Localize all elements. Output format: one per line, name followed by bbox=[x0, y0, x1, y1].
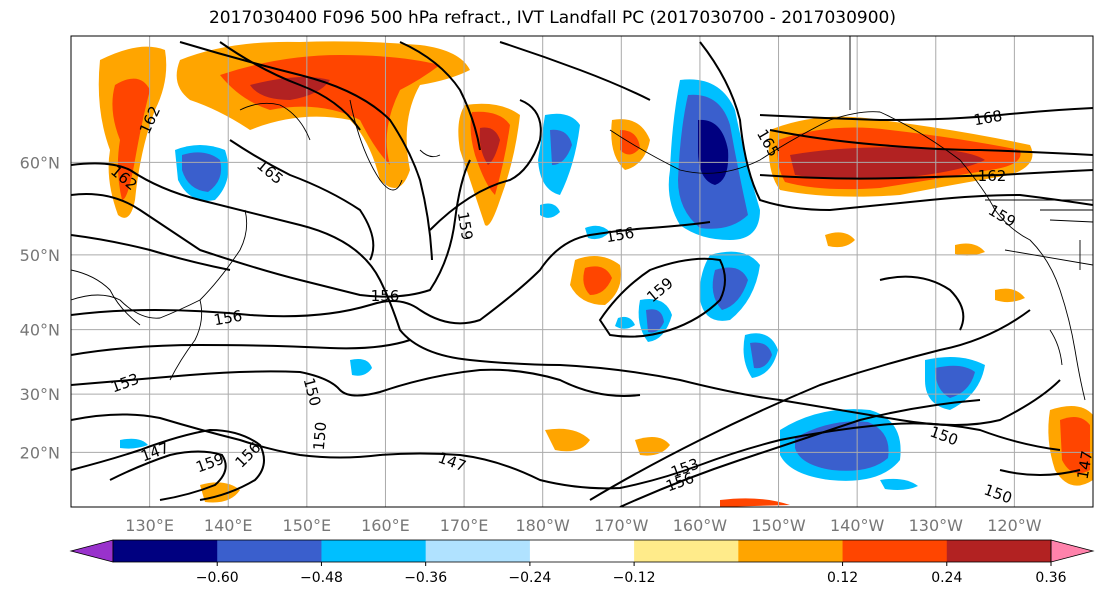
longitude-label: 130°E bbox=[125, 516, 174, 535]
contour-label: 156 bbox=[212, 307, 243, 330]
contour-label: 150 bbox=[310, 421, 330, 451]
latitude-label: 40°N bbox=[20, 321, 60, 340]
longitude-label: 130°W bbox=[909, 516, 964, 535]
colorbar-segment bbox=[842, 540, 948, 562]
longitude-label: 160°W bbox=[673, 516, 728, 535]
colorbar-segment bbox=[738, 540, 844, 562]
longitude-label: 120°W bbox=[987, 516, 1042, 535]
longitude-label: 150°W bbox=[751, 516, 806, 535]
longitude-label: 140°E bbox=[204, 516, 253, 535]
contour-label: 162 bbox=[978, 167, 1007, 185]
colorbar-tick-label: −0.48 bbox=[300, 570, 343, 586]
colorbar-segment bbox=[321, 540, 427, 562]
latitude-label: 20°N bbox=[20, 443, 60, 462]
colorbar-tick-label: 0.36 bbox=[1035, 570, 1066, 586]
longitude-label: 150°E bbox=[283, 516, 332, 535]
colorbar-segment bbox=[946, 540, 1052, 562]
positive-anomaly-shading bbox=[98, 41, 1093, 507]
latitude-label: 30°N bbox=[20, 385, 60, 404]
longitude-label: 160°E bbox=[361, 516, 410, 535]
height-contours bbox=[71, 41, 1093, 507]
colorbar-tick-label: −0.36 bbox=[404, 570, 447, 586]
colorbar-tick-label: −0.24 bbox=[508, 570, 551, 586]
colorbar-segment bbox=[634, 540, 739, 562]
longitude-label: 170°W bbox=[594, 516, 649, 535]
latitude-label: 50°N bbox=[20, 246, 60, 265]
colorbar-tick-label: 0.12 bbox=[827, 570, 858, 586]
colorbar-tick-label: −0.12 bbox=[613, 570, 656, 586]
latitude-axis-labels: 60°N 50°N 40°N 30°N 20°N bbox=[20, 153, 60, 462]
colorbar-tick-label: −0.60 bbox=[196, 570, 239, 586]
latitude-label: 60°N bbox=[20, 153, 60, 172]
coastlines bbox=[71, 36, 1093, 401]
longitude-label: 180°W bbox=[516, 516, 571, 535]
colorbar-tick-labels: −0.60−0.48−0.36−0.24−0.120.120.240.360.4… bbox=[196, 562, 1067, 586]
contour-label: 168 bbox=[972, 107, 1003, 130]
contour-label: 147 bbox=[1074, 449, 1097, 480]
contour-label: 156 bbox=[371, 287, 400, 305]
lat-lon-grid bbox=[71, 36, 1093, 507]
colorbar bbox=[69, 539, 1095, 563]
colorbar-max-extension bbox=[1050, 539, 1095, 563]
colorbar-segment bbox=[425, 540, 531, 562]
colorbar-segment bbox=[529, 540, 635, 562]
longitude-label: 140°W bbox=[830, 516, 885, 535]
colorbar-min-extension bbox=[69, 539, 114, 563]
colorbar-segment bbox=[113, 540, 218, 562]
longitude-axis-labels: 130°E 140°E 150°E 160°E 170°E 180°W 170°W 160°W… bbox=[125, 516, 1041, 535]
map-title: 2017030400 F096 500 hPa refract., IVT La… bbox=[208, 8, 896, 28]
colorbar-tick-label: 0.24 bbox=[931, 570, 962, 586]
contour-label: 159 bbox=[454, 210, 477, 241]
longitude-label: 170°E bbox=[440, 516, 489, 535]
colorbar-segment bbox=[217, 540, 322, 562]
contour-label: 156 bbox=[604, 224, 635, 247]
map-frame bbox=[70, 35, 1094, 508]
